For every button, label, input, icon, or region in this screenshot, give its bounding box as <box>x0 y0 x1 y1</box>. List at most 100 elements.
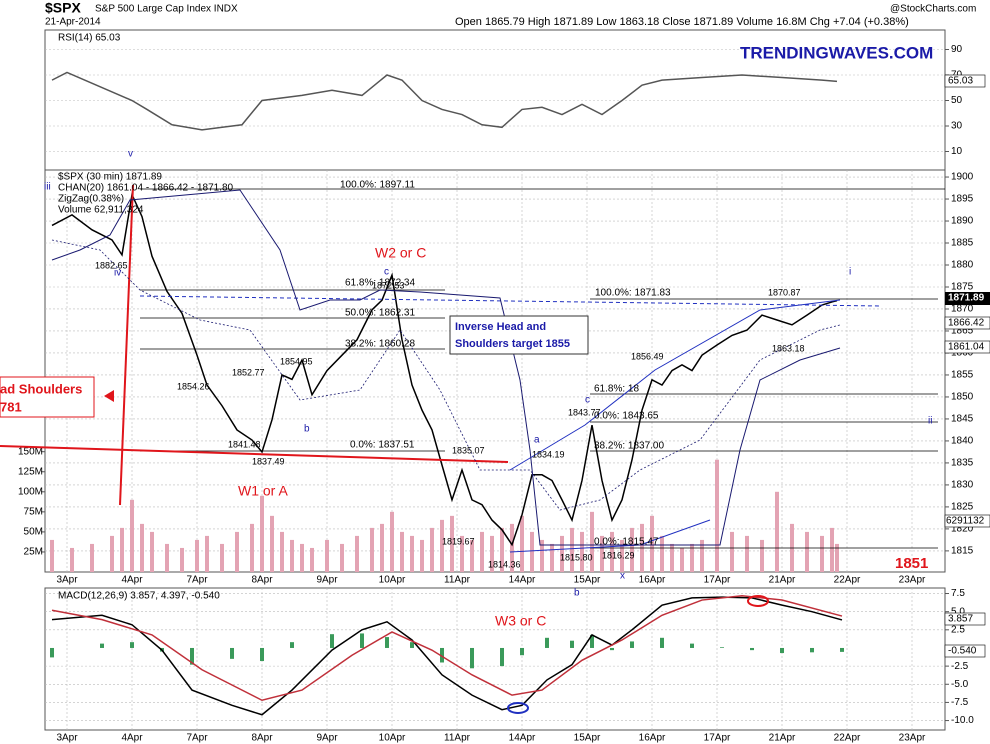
neckline <box>139 295 881 307</box>
x-tick-label: 17Apr <box>704 575 731 586</box>
macd-legend: MACD(12,26,9) 3.857, 4.397, -0.540 <box>58 591 220 602</box>
wave-label: v <box>128 149 133 160</box>
volume-legend: Volume 62,911,324 <box>58 205 144 216</box>
bar <box>440 519 444 572</box>
callout-text: ad Shoulders <box>0 381 82 396</box>
price-label: 1819.67 <box>442 536 475 546</box>
y2-tick-label: 150M <box>18 446 43 457</box>
bar <box>50 647 54 658</box>
wave-label: c <box>384 267 389 278</box>
fib-label: 50.0%: 1862.31 <box>345 308 415 319</box>
wave-label: x <box>620 571 625 582</box>
y-tick-label: 7.5 <box>951 588 965 599</box>
bar <box>410 535 414 572</box>
highlight <box>507 702 529 714</box>
price-label: 1816.29 <box>602 550 635 560</box>
bar <box>715 459 719 572</box>
bar <box>340 543 344 572</box>
bar <box>490 535 494 572</box>
macd-panel <box>44 587 946 731</box>
bar <box>500 647 504 667</box>
bar <box>260 647 264 662</box>
bar <box>190 647 194 665</box>
wave-label: b <box>304 424 310 435</box>
bar <box>560 535 564 572</box>
instrument: S&P 500 Large Cap Index INDX <box>95 4 238 15</box>
date: 21-Apr-2014 <box>45 17 101 28</box>
price-label: 1870.87 <box>768 287 801 297</box>
bar <box>570 527 574 572</box>
value-tag: 1866.42 <box>948 318 985 329</box>
bar <box>610 531 614 572</box>
bar <box>400 531 404 572</box>
bar <box>530 531 534 572</box>
bar <box>805 531 809 572</box>
x-tick-label: 7Apr <box>186 575 208 586</box>
x-tick-label: 22Apr <box>834 575 861 586</box>
channel-upper <box>51 189 841 546</box>
series-line <box>51 596 843 716</box>
bar <box>730 531 734 572</box>
y-tick-label: -2.5 <box>951 661 969 672</box>
bar <box>600 535 604 572</box>
bar <box>370 527 374 572</box>
wave-label: a <box>534 435 540 446</box>
x-tick-label: 15Apr <box>574 575 601 586</box>
bar <box>310 547 314 572</box>
y-tick-label: 1900 <box>951 172 974 183</box>
y-tick-label: 2.5 <box>951 624 965 635</box>
bar <box>670 543 674 572</box>
y-tick-label: 1840 <box>951 436 974 447</box>
bar <box>430 527 434 572</box>
bar <box>690 643 694 648</box>
x-tick-label: 9Apr <box>316 733 338 744</box>
tag-box <box>944 514 990 528</box>
wave-label: W1 or A <box>238 483 288 499</box>
bar <box>680 547 684 572</box>
tag-box <box>944 74 986 88</box>
wave-label: c <box>585 395 590 406</box>
bar <box>300 543 304 572</box>
wave-label: W2 or C <box>375 245 426 261</box>
trend-line <box>0 445 509 463</box>
x-tick-label: 9Apr <box>316 575 338 586</box>
y2-tick-label: 100M <box>18 486 43 497</box>
target-label: 1851 <box>895 555 928 572</box>
price-panel <box>44 169 946 573</box>
bar <box>510 523 514 572</box>
y-tick-label: 1895 <box>951 194 974 205</box>
x-tick-label: 16Apr <box>639 733 666 744</box>
wave-label: ii <box>928 416 932 427</box>
bar <box>630 641 634 648</box>
bar <box>650 515 654 572</box>
value-tag: 1861.04 <box>948 342 985 353</box>
bar <box>150 531 154 572</box>
y-tick-label: 90 <box>951 44 963 55</box>
bar <box>660 637 664 648</box>
last-price-tag: 1871.89 <box>948 293 985 304</box>
price-label: 1856.49 <box>631 351 664 361</box>
indicator-legend: ZigZag(0.38%) <box>58 194 124 205</box>
bar <box>220 543 224 572</box>
bar <box>470 647 474 669</box>
callout-text: Shoulders target 1855 <box>455 338 570 350</box>
y2-tick-label: 75M <box>24 506 43 517</box>
y2-tick-label: 25M <box>24 547 43 558</box>
bar <box>540 539 544 572</box>
bar <box>100 643 104 648</box>
x-tick-label: 3Apr <box>56 733 78 744</box>
bar <box>140 523 144 572</box>
bar <box>700 539 704 572</box>
bar <box>610 647 614 651</box>
x-tick-label: 17Apr <box>704 733 731 744</box>
tag-box <box>944 316 990 330</box>
y-tick-label: 30 <box>951 121 963 132</box>
x-tick-label: 16Apr <box>639 575 666 586</box>
y-tick-label: 1880 <box>951 260 974 271</box>
indicator-legend: CHAN(20) 1861.04 - 1866.42 - 1871.80 <box>58 183 234 194</box>
bar <box>230 647 234 659</box>
bar <box>620 539 624 572</box>
y-tick-label: 10 <box>951 146 963 157</box>
y-tick-label: 1885 <box>951 238 974 249</box>
